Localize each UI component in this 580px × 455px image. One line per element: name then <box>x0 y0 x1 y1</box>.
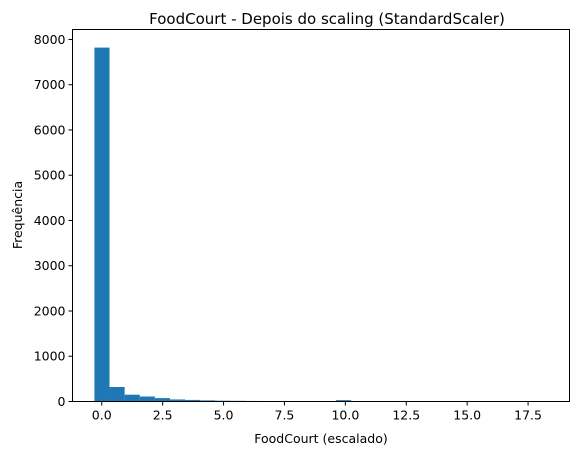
x-tick-label: 0.0 <box>92 408 112 423</box>
histogram-bar <box>139 396 155 402</box>
y-tick-label: 2000 <box>34 303 66 318</box>
chart-title: FoodCourt - Depois do scaling (StandardS… <box>149 10 505 28</box>
y-tick-label: 7000 <box>34 77 66 92</box>
x-axis-label: FoodCourt (escalado) <box>254 431 388 446</box>
y-tick-label: 3000 <box>34 258 66 273</box>
x-tick-label: 17.5 <box>514 408 542 423</box>
y-tick-label: 4000 <box>34 213 66 228</box>
y-tick-label: 5000 <box>34 168 66 183</box>
x-tick-label: 15.0 <box>453 408 481 423</box>
x-tick-label: 5.0 <box>214 408 234 423</box>
histogram-bar <box>336 400 352 402</box>
y-axis-label: Frequência <box>10 181 25 249</box>
bars-group <box>94 47 548 402</box>
x-tick-label: 10.0 <box>331 408 359 423</box>
y-axis: 0 1000 2000 3000 4000 5000 6000 7000 8000 <box>34 32 73 409</box>
histogram-bar <box>185 399 201 402</box>
plot-frame <box>72 29 570 402</box>
histogram-bar <box>109 387 125 402</box>
histogram-bar <box>200 400 216 402</box>
x-tick-label: 2.5 <box>153 408 173 423</box>
y-tick-label: 6000 <box>34 122 66 137</box>
x-tick-label: 7.5 <box>275 408 295 423</box>
x-tick-label: 12.5 <box>392 408 420 423</box>
histogram-bar <box>94 47 110 402</box>
histogram-bar <box>124 394 140 402</box>
histogram-bar <box>169 399 186 402</box>
histogram-bar <box>154 398 170 402</box>
y-tick-label: 0 <box>58 394 66 409</box>
x-axis: 0.0 2.5 5.0 7.5 10.0 12.5 15.0 17.5 <box>92 401 542 423</box>
y-tick-label: 8000 <box>34 32 66 47</box>
y-tick-label: 1000 <box>34 349 66 364</box>
